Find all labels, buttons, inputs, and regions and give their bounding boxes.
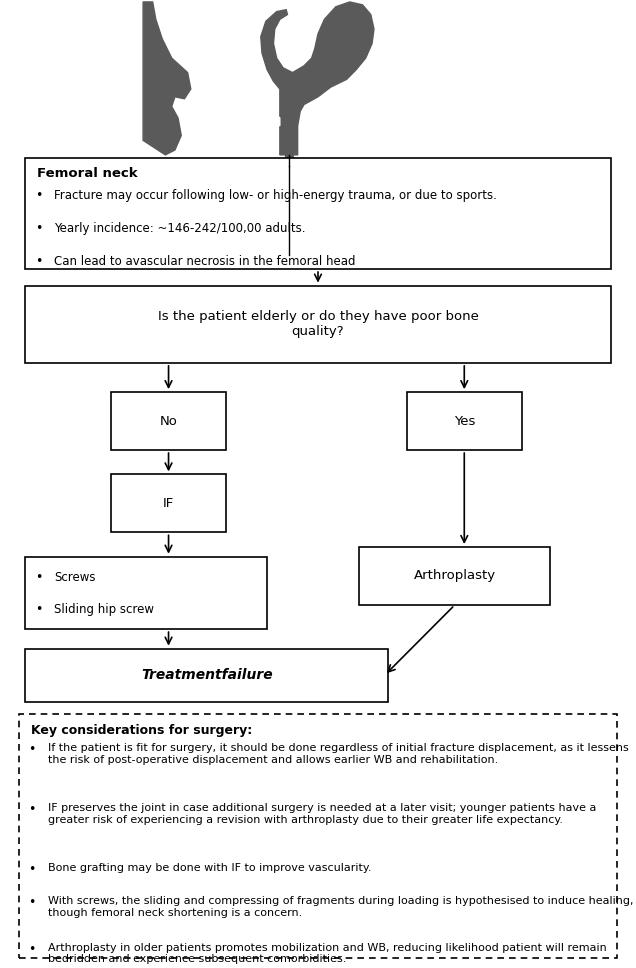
Polygon shape: [183, 102, 280, 140]
Text: Screws: Screws: [54, 571, 95, 584]
Text: IF preserves the joint in case additional surgery is needed at a later visit; yo: IF preserves the joint in case additiona…: [48, 803, 596, 825]
FancyBboxPatch shape: [25, 649, 388, 702]
Text: •: •: [35, 603, 43, 616]
FancyBboxPatch shape: [25, 158, 611, 269]
Text: •: •: [35, 222, 43, 234]
Text: IF: IF: [163, 497, 174, 510]
Text: •: •: [29, 943, 36, 955]
Text: Is the patient elderly or do they have poor bone
quality?: Is the patient elderly or do they have p…: [158, 311, 478, 338]
Polygon shape: [261, 2, 374, 155]
Text: Bone grafting may be done with IF to improve vascularity.: Bone grafting may be done with IF to imp…: [48, 863, 371, 873]
Text: •: •: [29, 863, 36, 876]
Text: Can lead to avascular necrosis in the femoral head: Can lead to avascular necrosis in the fe…: [54, 255, 356, 267]
Text: Fracture may occur following low- or high-energy trauma, or due to sports.: Fracture may occur following low- or hig…: [54, 189, 497, 201]
FancyBboxPatch shape: [407, 392, 522, 450]
FancyBboxPatch shape: [111, 474, 226, 532]
Text: Femoral neck: Femoral neck: [37, 167, 137, 180]
Text: With screws, the sliding and compressing of fragments during loading is hypothes: With screws, the sliding and compressing…: [48, 896, 633, 918]
FancyBboxPatch shape: [25, 286, 611, 363]
Text: Arthroplasty: Arthroplasty: [413, 569, 496, 583]
Text: •: •: [35, 189, 43, 201]
Text: •: •: [29, 743, 36, 756]
FancyBboxPatch shape: [19, 714, 617, 958]
Polygon shape: [286, 155, 293, 166]
FancyBboxPatch shape: [111, 392, 226, 450]
Text: •: •: [29, 896, 36, 909]
Text: •: •: [35, 571, 43, 584]
Polygon shape: [143, 2, 191, 155]
Text: Treatmentfailure: Treatmentfailure: [141, 668, 272, 682]
Text: Sliding hip screw: Sliding hip screw: [54, 603, 154, 616]
Text: Key considerations for surgery:: Key considerations for surgery:: [31, 724, 252, 737]
Text: •: •: [35, 255, 43, 267]
Text: Yearly incidence: ~146-242/100,00 adults.: Yearly incidence: ~146-242/100,00 adults…: [54, 222, 305, 234]
FancyBboxPatch shape: [359, 547, 550, 605]
Text: Arthroplasty in older patients promotes mobilization and WB, reducing likelihood: Arthroplasty in older patients promotes …: [48, 943, 607, 964]
Text: If the patient is fit for surgery, it should be done regardless of initial fract: If the patient is fit for surgery, it sh…: [48, 743, 628, 765]
Text: Yes: Yes: [453, 414, 475, 428]
Text: •: •: [29, 803, 36, 816]
FancyBboxPatch shape: [25, 557, 267, 629]
Text: No: No: [160, 414, 177, 428]
